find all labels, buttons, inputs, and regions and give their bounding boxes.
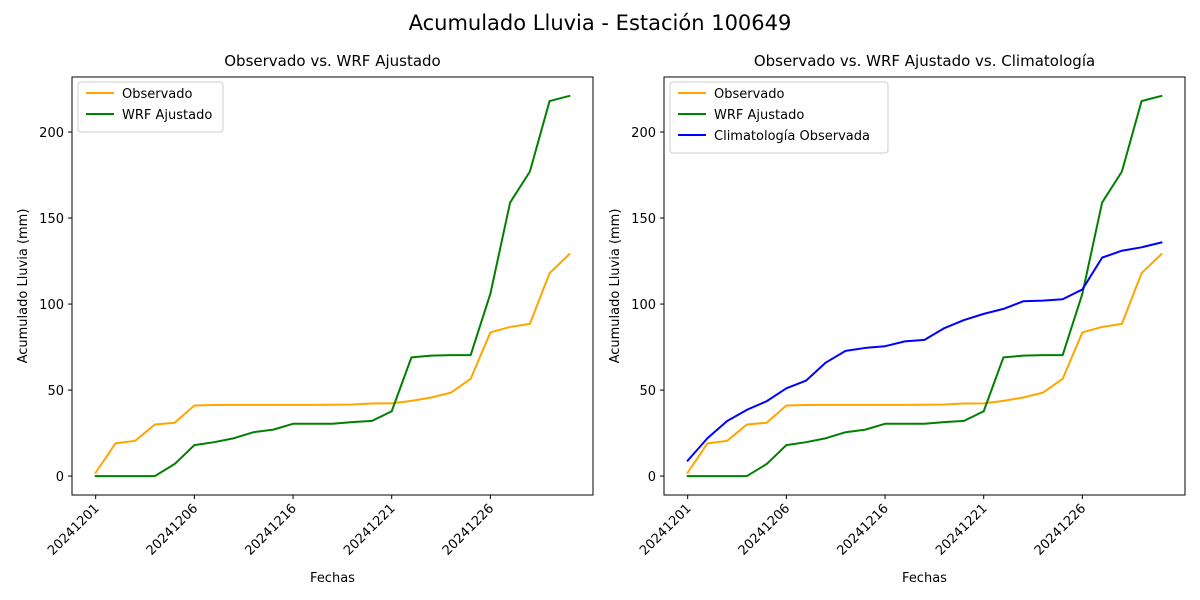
series-line-0 — [94, 252, 571, 475]
x-tick-label: 20241206 — [144, 501, 201, 558]
y-tick-label: 100 — [631, 298, 656, 313]
y-tick-label: 150 — [631, 212, 656, 227]
x-axis-label: Fechas — [310, 571, 355, 586]
y-tick-label: 0 — [648, 470, 656, 485]
x-tick-label: 20241216 — [834, 501, 891, 558]
x-tick-label: 20241221 — [933, 501, 990, 558]
x-tick-label: 20241226 — [1032, 501, 1089, 558]
chart-panel-left: Observado vs. WRF Ajustado 0 50 100 150 200 20… — [16, 52, 594, 586]
legend-label: Observado — [714, 87, 785, 102]
series-line-2 — [686, 241, 1163, 463]
x-tick-label: 20241221 — [341, 501, 398, 558]
axes-frame — [71, 76, 594, 496]
x-tick-label: 20241216 — [242, 501, 299, 558]
axes-frame — [663, 76, 1186, 496]
y-tick-label: 200 — [39, 126, 64, 141]
chart-title: Observado vs. WRF Ajustado — [224, 52, 440, 70]
y-tick-label: 0 — [56, 470, 64, 485]
x-tick-label: 20241201 — [45, 501, 102, 558]
y-tick-label: 50 — [639, 384, 656, 399]
legend-box — [77, 81, 224, 133]
y-tick-label: 200 — [631, 126, 656, 141]
y-tick-label: 50 — [47, 384, 64, 399]
series-line-1 — [94, 94, 571, 478]
legend-label: Observado — [122, 87, 193, 102]
legend: Observado WRF Ajustado Climatología Observ… — [669, 81, 889, 154]
x-tick-label: 20241226 — [440, 501, 497, 558]
legend-label: WRF Ajustado — [714, 108, 804, 123]
y-tick-label: 100 — [39, 298, 64, 313]
legend-box — [669, 81, 889, 154]
chart-panel-right: Observado vs. WRF Ajustado vs. Climatolo… — [608, 52, 1186, 586]
legend-label: Climatología Observada — [714, 129, 870, 144]
legend-label: WRF Ajustado — [122, 108, 212, 123]
x-tick-label: 20241206 — [736, 501, 793, 558]
chart-title: Observado vs. WRF Ajustado vs. Climatolo… — [754, 52, 1095, 70]
y-axis-label: Acumulado Lluvia (mm) — [608, 209, 623, 364]
series-line-1 — [686, 94, 1163, 478]
legend: Observado WRF Ajustado — [77, 81, 224, 133]
series-line-0 — [686, 252, 1163, 475]
x-tick-label: 20241201 — [637, 501, 694, 558]
figure-suptitle: Acumulado Lluvia - Estación 100649 — [409, 11, 792, 35]
x-axis-label: Fechas — [902, 571, 947, 586]
y-tick-label: 150 — [39, 212, 64, 227]
y-axis-label: Acumulado Lluvia (mm) — [16, 209, 31, 364]
